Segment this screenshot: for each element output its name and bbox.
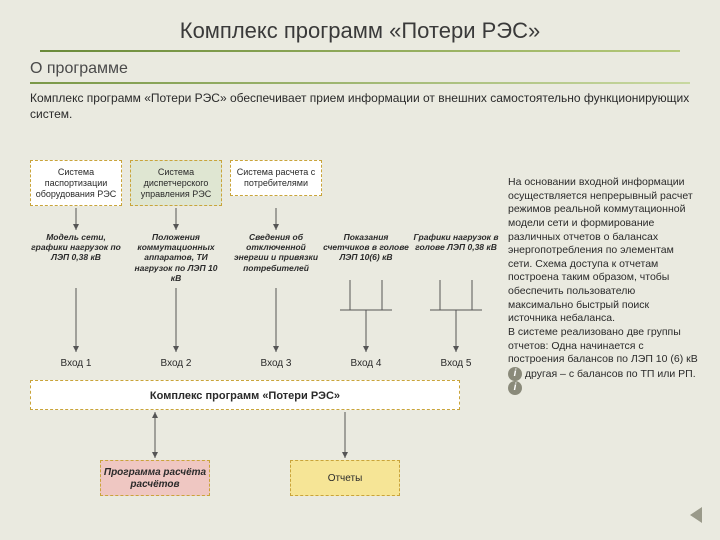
- triangle-left-icon: [690, 507, 702, 523]
- input-1: Вход 1: [30, 358, 122, 369]
- feed-1: Модель сети, графики нагрузок по ЛЭП 0,3…: [30, 232, 122, 263]
- sys-box-3: Система расчета с потребителями: [230, 160, 322, 196]
- arrows-layer: [20, 160, 500, 520]
- section-rule: [30, 82, 690, 84]
- nav-back[interactable]: [690, 507, 702, 526]
- side-p2: В системе реализовано две группы отчетов…: [508, 326, 698, 365]
- input-4: Вход 4: [320, 358, 412, 369]
- reports-box: Отчеты: [290, 460, 400, 496]
- info-icon[interactable]: i: [508, 381, 522, 395]
- feed-2: Положения коммутационных аппаратов, ТИ н…: [130, 232, 222, 283]
- input-2: Вход 2: [130, 358, 222, 369]
- feed-5: Графики нагрузок в голове ЛЭП 0,38 кВ: [410, 232, 502, 252]
- feed-3: Сведения об отключенной энергии и привяз…: [230, 232, 322, 273]
- section-text: Комплекс программ «Потери РЭС» обеспечив…: [30, 90, 690, 122]
- input-5: Вход 5: [410, 358, 502, 369]
- sys-box-2: Система диспетчерского управления РЭС: [130, 160, 222, 206]
- title-rule: [40, 50, 680, 52]
- page-title: Комплекс программ «Потери РЭС»: [0, 0, 720, 44]
- sys-box-1: Система паспортизации оборудования РЭС: [30, 160, 122, 206]
- input-3: Вход 3: [230, 358, 322, 369]
- calc-program-box: Программа расчёта расчётов: [100, 460, 210, 496]
- about-section: О программе Комплекс программ «Потери РЭ…: [30, 60, 690, 122]
- diagram: Система паспортизации оборудования РЭС С…: [20, 160, 500, 520]
- side-p3: другая – с балансов по ТП или РП.: [525, 368, 696, 380]
- info-icon[interactable]: i: [508, 367, 522, 381]
- main-complex-box: Комплекс программ «Потери РЭС»: [30, 380, 460, 410]
- feed-4: Показания счетчиков в голове ЛЭП 10(6) к…: [320, 232, 412, 263]
- side-text: На основании входной информации осуществ…: [508, 176, 700, 396]
- side-p1: На основании входной информации осуществ…: [508, 176, 693, 324]
- section-heading: О программе: [30, 60, 690, 78]
